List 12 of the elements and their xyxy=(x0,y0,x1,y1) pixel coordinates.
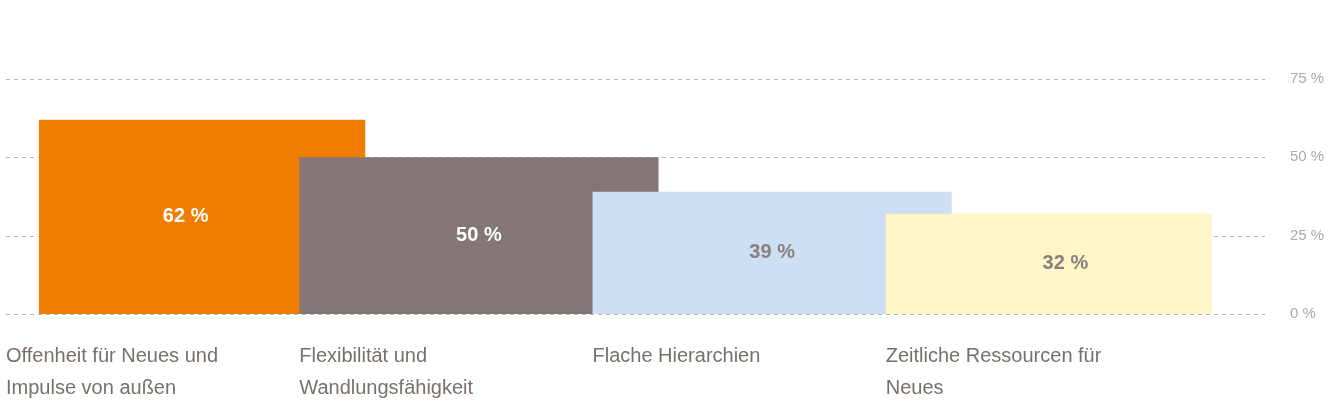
x-tick-label: Offenheit für Neues und Impulse von außen xyxy=(6,343,219,398)
x-tick-label: Flache Hierarchien xyxy=(592,343,761,366)
data-label: 62 % xyxy=(162,204,209,227)
x-tick-label: Flexibilität und Wandlungsfähigkeit xyxy=(299,343,474,398)
data-label: 50 % xyxy=(456,223,502,246)
y-tick-label: 75 % xyxy=(1290,69,1325,87)
x-tick-label: Zeitliche Ressourcen für Neues xyxy=(885,343,1102,398)
data-label: 39 % xyxy=(749,240,796,263)
y-tick-label: 50 % xyxy=(1290,147,1325,165)
y-tick-label: 0 % xyxy=(1290,304,1316,322)
y-tick-label: 25 % xyxy=(1290,225,1325,243)
data-label: 32 % xyxy=(1042,251,1089,274)
